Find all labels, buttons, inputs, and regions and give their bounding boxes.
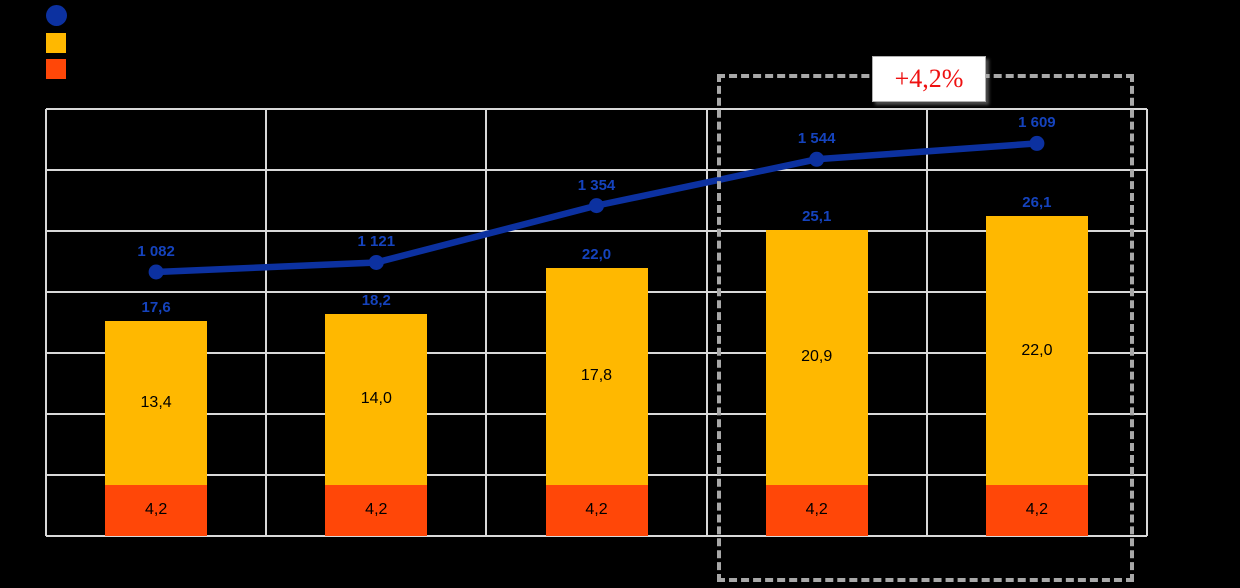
v-gridline — [1146, 109, 1148, 536]
line-point-label: 1 354 — [577, 176, 616, 194]
bar-segment-label-orange: 4,2 — [1025, 501, 1049, 519]
line-point-label: 1 121 — [357, 233, 396, 251]
legend-square-marker-icon — [46, 59, 66, 79]
bar-segment-yellow — [105, 321, 208, 485]
bar-segment-orange — [985, 484, 1088, 536]
bar-segment-orange — [325, 484, 428, 536]
v-gridline — [705, 109, 708, 536]
line-point-marker — [809, 151, 825, 167]
line-point-label: 1 082 — [137, 242, 175, 260]
line-point-marker — [589, 198, 604, 214]
h-gridline — [46, 108, 1147, 110]
legend-item — [46, 5, 77, 26]
bar-segment-yellow — [325, 313, 428, 485]
bar-segment-yellow — [765, 229, 868, 485]
plot-area: 4,2 13,4 17,6 4,2 14,0 18,2 4,2 17,8 22,0 4,2 20,9… — [45, 108, 1148, 537]
bar-segment-orange — [765, 484, 868, 536]
line-point-label: 1 609 — [1018, 114, 1056, 132]
v-gridline — [485, 109, 488, 536]
bar-segment-label-orange: 4,2 — [805, 501, 828, 519]
legend-square-marker-icon — [46, 33, 66, 53]
highlight-dashed-box — [717, 74, 1134, 582]
bar-segment-yellow — [985, 216, 1088, 485]
bar-segment-label-yellow: 13,4 — [140, 394, 172, 412]
v-gridline — [925, 109, 928, 536]
line-series — [148, 135, 1045, 280]
bar-total-label: 18,2 — [361, 291, 391, 309]
bar-segment-label-yellow: 14,0 — [360, 390, 392, 408]
legend-circle-marker-icon — [46, 5, 67, 26]
bar-segment-label-orange: 4,2 — [365, 501, 388, 519]
legend-item — [46, 33, 76, 53]
bar-total-label: 17,6 — [141, 299, 171, 317]
bar-total-label: 25,1 — [802, 207, 832, 225]
bar-segment-label-orange: 4,2 — [585, 501, 608, 519]
bar-segment-label-yellow: 17,8 — [580, 367, 613, 385]
bar-total-label: 22,0 — [581, 245, 612, 263]
h-gridline — [46, 169, 1147, 171]
h-gridline — [46, 230, 1147, 232]
growth-annotation-text: +4,2% — [894, 64, 964, 93]
bar-segment-orange — [545, 484, 648, 536]
line-point-label: 1 544 — [797, 130, 836, 148]
legend-item — [46, 59, 76, 79]
line-point-marker — [1029, 135, 1045, 151]
v-gridline — [265, 109, 268, 536]
line-point-marker — [148, 264, 164, 280]
bar-total-label: 26,1 — [1022, 194, 1052, 212]
bar-segment-yellow — [545, 267, 648, 485]
bar-segment-label-yellow: 20,9 — [801, 348, 833, 366]
v-gridline — [45, 109, 47, 536]
line-point-marker — [368, 254, 384, 270]
bar-segment-label-orange: 4,2 — [144, 501, 168, 519]
bar-segment-orange — [105, 484, 208, 536]
bar-segment-label-yellow: 22,0 — [1021, 341, 1053, 359]
h-gridline — [46, 535, 1147, 537]
growth-annotation-box: +4,2% — [872, 56, 986, 102]
